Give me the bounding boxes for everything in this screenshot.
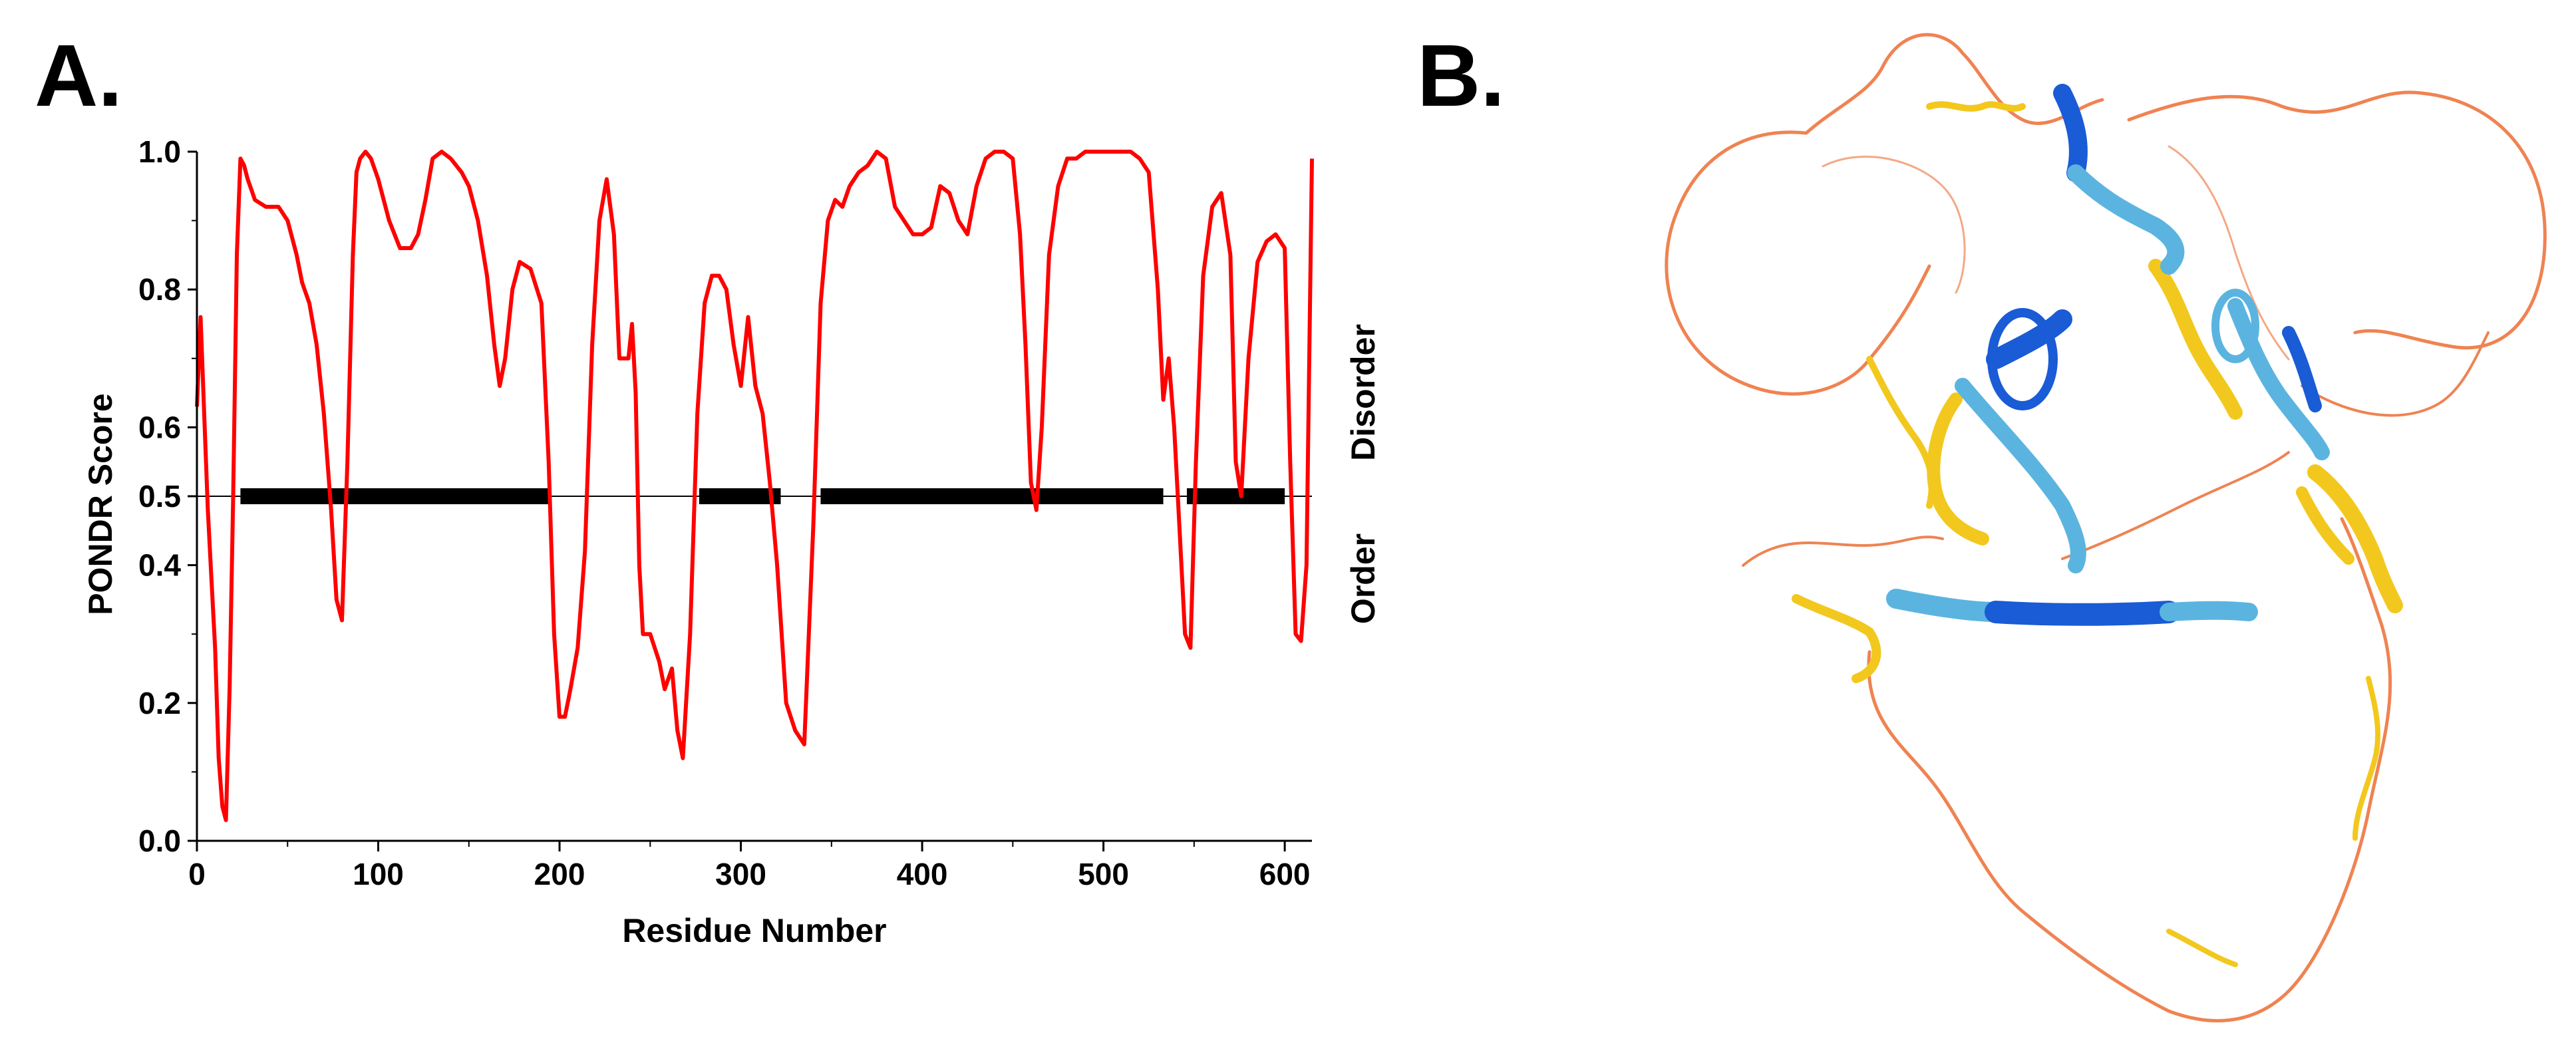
disorder-region-label: Disorder [1345, 324, 1382, 461]
coil-inner-right [2168, 145, 2290, 361]
yellow-coil-top [1926, 101, 2026, 112]
coil-loop-lower-left [1742, 535, 1944, 567]
disorder-segment-3 [820, 488, 1164, 504]
helix-right-light [2227, 298, 2330, 460]
helix-bottom-light [1886, 589, 2006, 622]
protein-structure-ribbon [1665, 33, 2547, 1022]
coil-center [2061, 451, 2290, 560]
coil-loop-right [2127, 90, 2547, 350]
coil-loop-bottom [1867, 517, 2392, 1022]
panel-label-b: B. [1417, 27, 1505, 124]
coil-inner-left [1822, 156, 1966, 294]
helix-ring-left [1987, 308, 2058, 410]
yellow-helix-upper [2148, 259, 2243, 420]
x-tick-label: 600 [1259, 857, 1311, 891]
x-tick-label: 400 [897, 857, 948, 891]
y-tick-label: 0.8 [138, 272, 181, 307]
x-tick-label: 200 [534, 857, 585, 891]
pondr-score-line [195, 150, 1314, 822]
x-tick-label: 100 [353, 857, 404, 891]
x-axis-title: Residue Number [622, 912, 886, 949]
x-tick-label: 0 [188, 857, 206, 891]
pondr-chart: 0.0 0.2 0.4 0.5 0.6 0.8 1.0 0 100 200 300 400 500 600… [82, 134, 1382, 949]
y-tick-label: 0.2 [138, 686, 181, 720]
disorder-segment-4 [1186, 488, 1285, 504]
disorder-segment-1 [240, 488, 551, 504]
y-tick-label: 0.5 [138, 479, 181, 514]
y-tick-label: 1.0 [138, 134, 181, 169]
coil-loop-left [1665, 130, 1931, 396]
helix-ring-right [2211, 289, 2259, 363]
panel-label-a: A. [35, 27, 122, 124]
coil-loop-top [1804, 33, 2104, 135]
yellow-coil-lower-left [1792, 594, 1881, 683]
disorder-segment-2 [699, 488, 781, 504]
helix-center-light [1955, 378, 2086, 573]
helix-top-dark [2053, 84, 2088, 182]
yellow-strand-right [2307, 464, 2403, 613]
x-tick-label: 500 [1078, 857, 1129, 891]
y-tick-label: 0.4 [138, 548, 181, 583]
yellow-helix-left [1927, 392, 1989, 545]
helix-bottom-light-end [2160, 601, 2258, 621]
order-region-label: Order [1345, 533, 1382, 624]
y-tick-label: 0.6 [138, 410, 181, 444]
yellow-coil-bottom [2166, 929, 2238, 967]
x-tick-label: 300 [715, 857, 766, 891]
yellow-coil-left [1866, 356, 1935, 509]
y-tick-label: 0.0 [138, 824, 181, 858]
coil-mid-right [2301, 331, 2490, 417]
helix-center-dark [1986, 309, 2072, 369]
helix-bottom-dark [1985, 601, 2180, 626]
helix-top-light [2067, 164, 2185, 275]
yellow-coil-bottom-right [2352, 676, 2381, 841]
y-axis-title: PONDR Score [82, 393, 119, 615]
yellow-strand-right-2 [2296, 486, 2354, 565]
helix-right-dark [2282, 326, 2322, 412]
